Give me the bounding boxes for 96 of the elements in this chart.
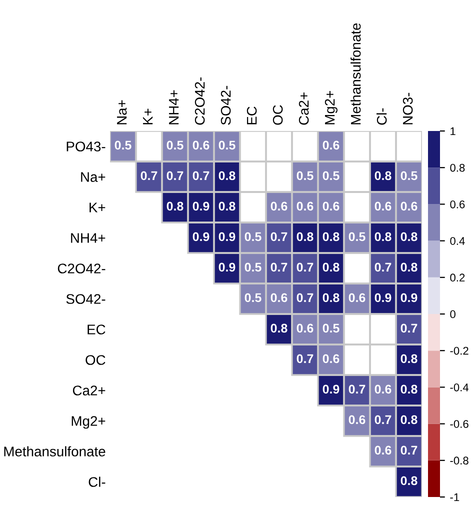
x-tick-label: K+ [143, 108, 153, 124]
data-label: 0.9 [218, 232, 236, 242]
color-bar-label: 0 [450, 310, 456, 318]
color-bar-label: 0.4 [450, 237, 465, 245]
data-label: 0.6 [322, 202, 340, 211]
data-label: 0.6 [374, 384, 392, 394]
data-label: 0.7 [270, 232, 288, 242]
y-tick-label: Ca2+ [72, 386, 106, 396]
color-bar-label: -0.8 [450, 456, 468, 465]
color-bar-label: -0.2 [450, 346, 468, 355]
y-tick-label: SO42- [66, 294, 106, 304]
x-tick-label: SO42- [220, 86, 231, 125]
data-label: 0.8 [322, 262, 340, 272]
y-tick-label: Methansulfonate [4, 446, 106, 456]
data-label: 0.8 [400, 415, 418, 424]
color-bar-label: -0.4 [450, 383, 469, 392]
data-label: 0.7 [166, 171, 184, 180]
color-bar-label: 0.6 [450, 200, 465, 208]
data-label: 0.5 [244, 293, 262, 302]
x-tick-label: NH4+ [169, 90, 179, 124]
y-tick-label: Cl- [88, 476, 106, 487]
y-tick-label: OC [86, 355, 106, 365]
data-label: 0.8 [218, 171, 236, 180]
data-label: 0.8 [400, 262, 418, 272]
data-label: 0.8 [270, 324, 288, 333]
data-label: 0.7 [296, 262, 314, 272]
data-label: 0.9 [400, 293, 418, 302]
data-label: 0.6 [374, 446, 392, 455]
data-label: 0.6 [322, 140, 340, 150]
data-label: 0.8 [374, 232, 392, 242]
data-label: 0.9 [322, 384, 340, 394]
x-tick-label: EC [246, 106, 257, 124]
color-bar-label: -1 [450, 493, 460, 502]
data-label: 0.6 [192, 140, 210, 150]
data-label: 0.7 [270, 262, 288, 272]
data-label: 0.8 [400, 476, 418, 486]
data-label: 0.8 [400, 384, 418, 394]
data-label: 0.6 [270, 293, 288, 302]
color-bar-label: 1 [450, 127, 456, 136]
x-tick-label: Cl- [376, 108, 387, 125]
y-tick-label: NH4+ [71, 233, 106, 243]
data-label: 0.9 [218, 262, 236, 272]
data-label: 0.6 [296, 202, 314, 211]
data-label: 0.5 [322, 324, 340, 333]
x-tick-label: Na+ [117, 100, 127, 124]
data-label: 0.7 [400, 446, 418, 455]
x-tick-label: NO3- [402, 92, 413, 124]
data-label: 0.8 [218, 202, 236, 211]
data-label: 0.5 [218, 140, 236, 150]
data-label: 0.7 [296, 354, 314, 364]
x-tick-label: Mg2+ [324, 91, 338, 124]
y-tick-label: PO43- [66, 142, 106, 152]
data-label: 0.7 [140, 171, 158, 180]
data-label: 0.9 [192, 232, 210, 242]
data-label: 0.5 [348, 232, 366, 242]
y-tick-label: Mg2+ [72, 416, 106, 429]
data-label: 0.5 [400, 171, 418, 180]
x-tick-label: C2O42- [194, 77, 205, 125]
y-tick-label: C2O42- [58, 264, 106, 274]
y-tick-label: Na+ [81, 172, 106, 182]
data-label: 0.6 [296, 324, 314, 333]
data-label: 0.5 [244, 232, 262, 242]
data-label: 0.6 [348, 293, 366, 302]
data-label: 0.8 [400, 232, 418, 242]
data-label: 0.5 [296, 171, 314, 180]
y-tick-label: EC [88, 324, 106, 334]
data-label: 0.8 [322, 232, 340, 242]
data-label: 0.7 [400, 324, 418, 333]
data-label: 0.9 [192, 202, 210, 211]
data-label: 0.8 [166, 202, 184, 211]
data-label: 0.7 [374, 262, 392, 272]
data-label: 0.7 [296, 293, 314, 302]
data-label: 0.6 [400, 202, 418, 211]
color-bar-label: 0.8 [450, 164, 465, 172]
color-bar-label: 0.2 [450, 274, 465, 282]
data-label: 0.5 [244, 262, 262, 272]
data-label: 0.6 [322, 354, 340, 364]
data-label: 0.8 [296, 232, 314, 242]
data-label: 0.6 [374, 202, 392, 211]
color-bar-label: -0.6 [450, 420, 468, 428]
data-label: 0.8 [322, 293, 340, 302]
data-label: 0.6 [348, 415, 366, 424]
y-tick-label: K+ [90, 202, 106, 212]
data-label: 0.5 [166, 140, 184, 150]
data-label: 0.5 [114, 140, 132, 150]
data-label: 0.7 [348, 384, 366, 394]
x-tick-label: Methansulfonate [350, 23, 361, 124]
data-label: 0.5 [322, 171, 340, 180]
x-tick-label: Ca2+ [298, 92, 309, 125]
data-label: 0.8 [400, 354, 418, 364]
data-label: 0.8 [374, 171, 392, 180]
data-label: 0.7 [374, 415, 392, 424]
data-label: 0.9 [374, 293, 392, 302]
x-tick-label: OC [272, 105, 283, 125]
data-label: 0.7 [192, 171, 210, 180]
data-label: 0.6 [270, 202, 288, 211]
